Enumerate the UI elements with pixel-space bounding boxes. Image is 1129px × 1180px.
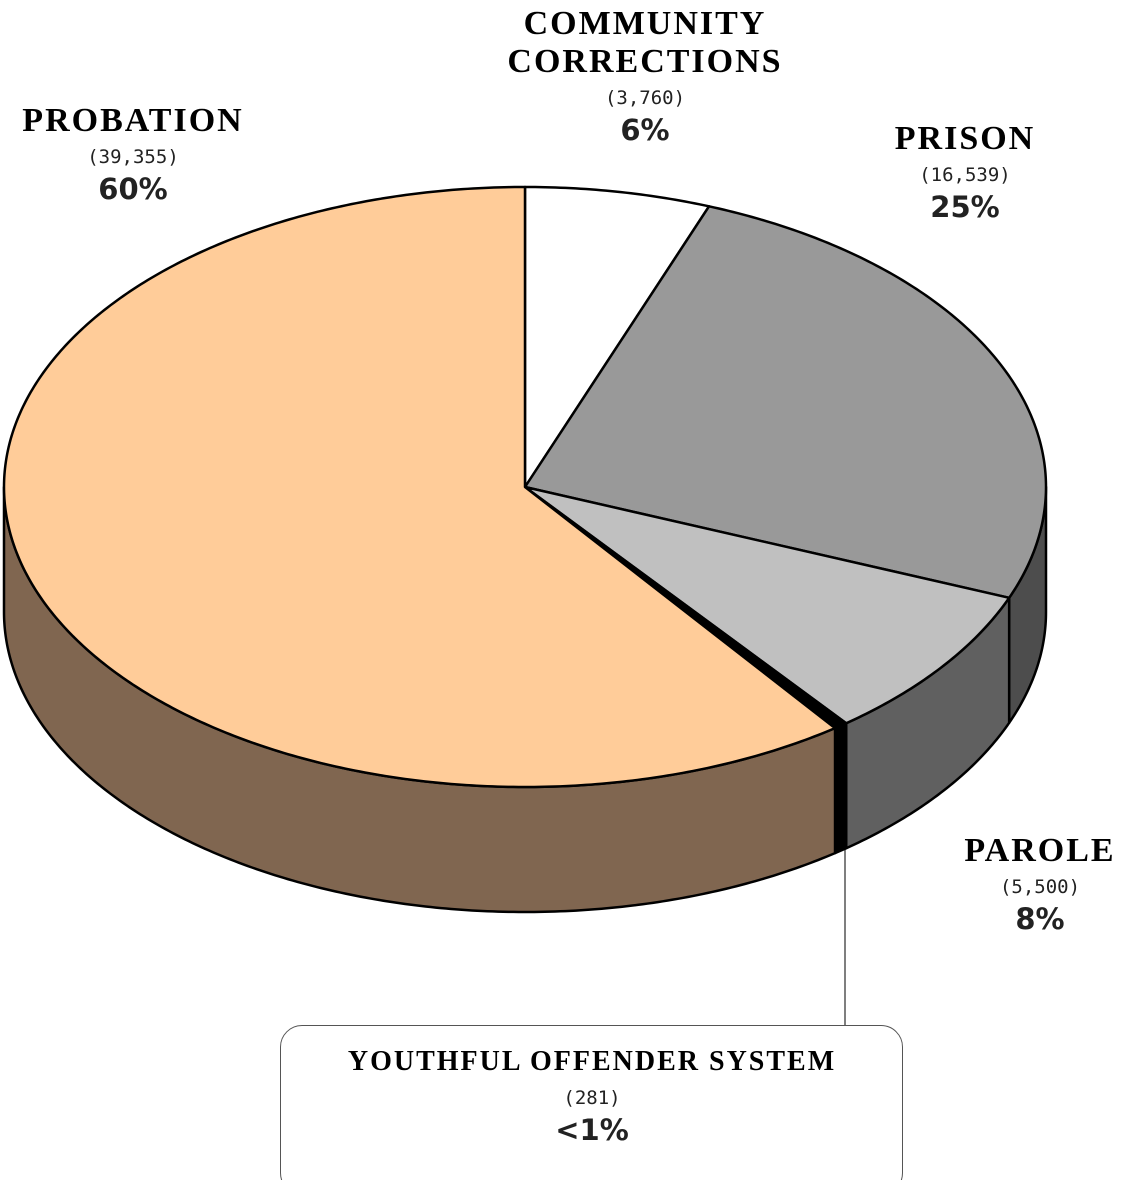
slice-label: PRISON (16,539) 25% xyxy=(895,120,1035,224)
label-percent: 60% xyxy=(98,172,168,206)
label-count: (16,539) xyxy=(919,164,1011,186)
slice xyxy=(523,205,1048,600)
slice-side xyxy=(833,721,848,855)
slice-label: COMMUNITY CORRECTIONS (3,760) 6% xyxy=(495,5,795,147)
label-name: YOUTHFUL OFFENDER SYSTEM xyxy=(347,1046,837,1077)
callout-box xyxy=(280,1025,903,1180)
slice xyxy=(2,185,837,789)
label-count: (5,500) xyxy=(999,876,1081,898)
label-percent: 6% xyxy=(620,113,670,147)
label-name: PRISON xyxy=(894,120,1036,157)
slice xyxy=(523,485,1011,725)
label-count: (3,760) xyxy=(604,87,686,109)
slice-label: PAROLE (5,500) 8% xyxy=(964,832,1115,936)
slice xyxy=(523,185,711,489)
label-name: PAROLE xyxy=(964,832,1116,869)
label-percent: <1% xyxy=(555,1113,629,1147)
label-percent: 8% xyxy=(1015,902,1065,936)
label-count: (39,355) xyxy=(87,146,179,168)
slice-label: YOUTHFUL OFFENDER SYSTEM (281) <1% xyxy=(348,1043,836,1147)
label-name: COMMUNITY CORRECTIONS xyxy=(507,5,783,80)
slice-label: PROBATION (39,355) 60% xyxy=(22,102,243,206)
label-count: (281) xyxy=(563,1087,621,1109)
label-percent: 25% xyxy=(930,190,1000,224)
label-name: PROBATION xyxy=(22,102,244,139)
